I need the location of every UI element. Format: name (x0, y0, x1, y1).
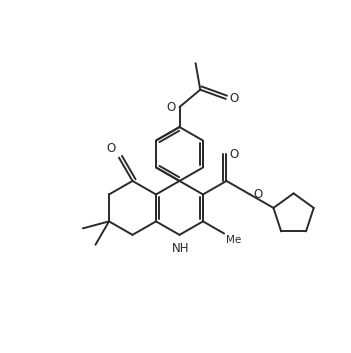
Text: O: O (253, 188, 262, 201)
Text: Me: Me (226, 235, 242, 245)
Text: O: O (166, 101, 176, 114)
Text: O: O (107, 142, 116, 155)
Text: O: O (230, 92, 239, 106)
Text: O: O (230, 148, 239, 161)
Text: NH: NH (172, 242, 189, 255)
